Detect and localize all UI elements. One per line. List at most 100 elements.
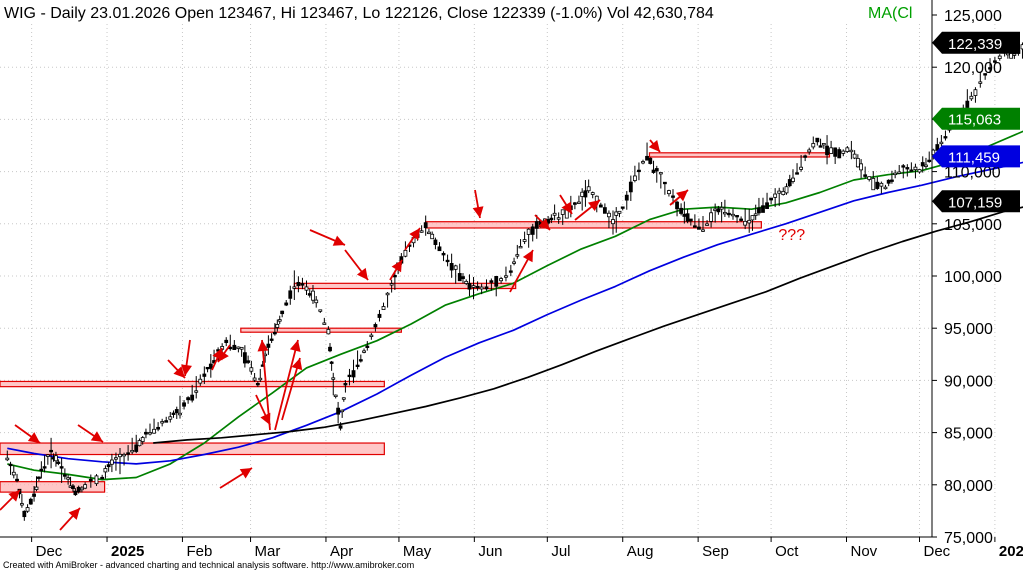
price-candle [852,153,857,159]
price-candle [118,453,122,458]
price-candle [632,175,637,181]
price-candle [705,223,709,226]
price-candle [392,274,397,278]
support-zone [0,442,385,456]
price-candle [318,309,323,312]
arrow-head [561,201,572,214]
arrow-head [218,349,229,362]
price-candle [280,310,285,315]
price-candle [54,455,58,462]
arrow-head [391,260,402,273]
price-candle [5,457,10,461]
x-tick-label: Dec [36,543,63,560]
value-badge-label: 115,063 [948,112,1001,129]
price-candle [913,166,918,171]
price-candle [489,280,494,283]
price-candle [246,360,251,363]
price-candle [818,145,823,148]
price-candle [423,222,428,229]
price-candle [997,55,1002,59]
price-candle [522,239,527,242]
price-candle [156,426,161,430]
price-candle [750,215,755,221]
price-candle [441,252,446,256]
price-candle [373,324,378,328]
arrow-head [289,340,301,353]
price-candle [186,397,191,401]
price-candle [130,449,135,453]
price-candle [825,145,829,156]
price-candle [269,338,274,341]
price-candle [190,394,195,401]
price-candle [433,239,438,245]
price-candle [499,278,503,282]
value-badge-label: 122,339 [948,36,1002,53]
price-candle [39,468,44,472]
value-badge-label: 111,459 [948,149,1000,166]
price-candle [845,147,850,152]
price-candle [109,459,114,465]
price-candle [811,143,816,148]
price-candle [871,178,876,191]
price-candle [552,212,557,216]
price-candle [100,476,105,480]
price-candle [556,217,561,220]
price-candle [709,212,714,222]
price-candle [586,186,591,192]
price-candle [333,394,338,397]
price-candle [713,208,718,211]
price-candle [311,290,315,301]
price-candle [753,213,758,216]
price-candle [757,207,761,214]
price-candle [641,161,645,164]
price-candle [202,373,207,377]
arrow-shaft [274,339,299,431]
value-badge [932,145,1020,168]
price-candle [867,176,872,180]
value-badge [932,31,1020,54]
price-candle [326,329,331,335]
price-candle [381,306,386,310]
price-candle [322,322,327,325]
price-candle [338,425,343,429]
price-candle [449,263,454,271]
price-candle [917,169,922,173]
y-tick-label: 85,000 [944,426,993,443]
arrow-head [648,140,660,152]
price-candle [126,452,131,455]
price-candle [988,67,992,70]
price-candle [340,409,345,413]
price-candle [419,230,424,233]
arrow-head [291,358,303,371]
price-candle [837,149,842,159]
price-candle [137,440,142,447]
price-candle [727,212,731,216]
price-candle [580,191,585,197]
price-candle [114,457,118,460]
price-candle [667,190,671,195]
x-tick-label: Sep [702,543,729,560]
price-candle [765,202,769,209]
price-candle [205,366,210,370]
price-candle [935,144,940,151]
arrow-head [676,190,688,202]
x-tick-label: Apr [330,543,353,560]
price-candle [140,437,145,442]
price-candle [679,207,683,214]
price-candle [427,231,431,235]
x-tick-label: Dec [923,543,950,560]
price-candle [685,213,690,222]
price-candle [365,345,370,348]
price-candle [697,226,701,230]
chart-title: WIG - Daily 23.01.2026 Open 123467, Hi 1… [0,0,930,24]
price-candle [369,334,374,338]
price-candle [252,377,257,381]
price-candle [530,226,535,235]
price-candle [22,510,27,518]
price-candle [821,143,826,146]
price-candle [83,484,88,489]
price-candle [992,60,997,63]
price-candle [863,174,868,177]
arrow-head [8,490,20,502]
price-candle [637,169,641,173]
